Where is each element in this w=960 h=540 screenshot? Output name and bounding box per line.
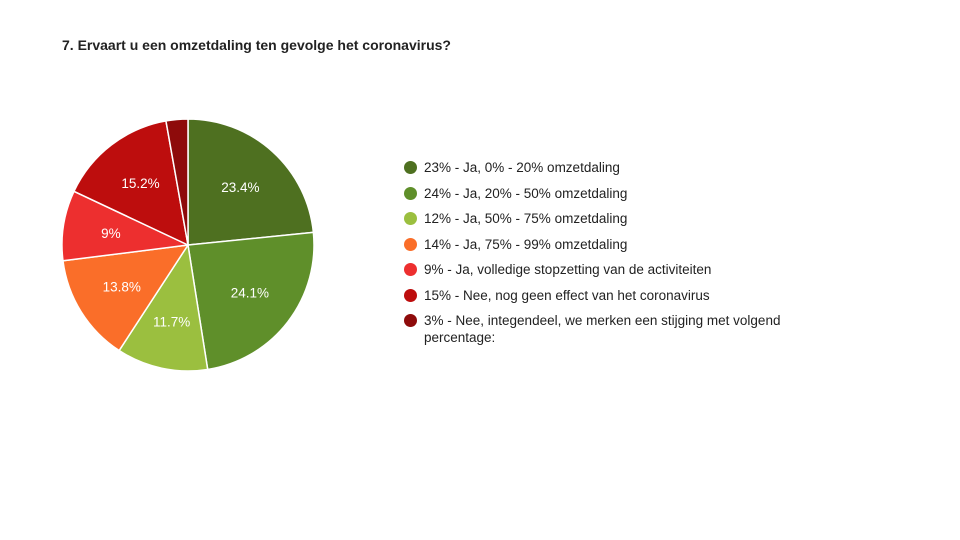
legend-item-3[interactable]: 12% - Ja, 50% - 75% omzetdaling <box>404 210 824 227</box>
pie-chart: 23.4% 24.1% 11.7% 13.8% 9% 15.2% <box>61 118 315 372</box>
pie-slice-label-2: 24.1% <box>231 286 269 301</box>
legend-item-2[interactable]: 24% - Ja, 20% - 50% omzetdaling <box>404 185 824 202</box>
pie-slice-label-1: 23.4% <box>221 180 259 195</box>
legend-label-5: 9% - Ja, volledige stopzetting van de ac… <box>424 262 712 277</box>
pie-slice-label-4: 13.8% <box>103 279 141 294</box>
legend-swatch-7 <box>404 314 417 327</box>
pie-slice-7[interactable] <box>165 118 189 246</box>
chart-legend: 23% - Ja, 0% - 20% omzetdaling 24% - Ja, … <box>404 159 824 355</box>
legend-swatch-2 <box>404 186 417 200</box>
legend-swatch-1 <box>404 161 417 174</box>
legend-label-4: 14% - Ja, 75% - 99% omzetdaling <box>424 236 628 252</box>
pie-slice-label-5: 9% <box>101 226 121 241</box>
pie-slice-label-3: 11.7% <box>153 314 190 329</box>
legend-item-7[interactable]: 3% - Nee, integendeel, we merken een sti… <box>404 312 824 346</box>
legend-swatch-4 <box>404 237 417 251</box>
pie-slice-1[interactable] <box>187 118 315 246</box>
legend-item-6[interactable]: 15% - Nee, nog geen effect van het coron… <box>404 287 824 304</box>
chart-title: 7. Ervaart u een omzetdaling ten gevolge… <box>62 37 451 53</box>
pie-slice-label-6: 15.2% <box>121 176 159 191</box>
pie-slice-3[interactable] <box>118 242 209 372</box>
legend-label-6: 15% - Nee, nog geen effect van het coron… <box>424 287 710 303</box>
pie-slice-4[interactable] <box>62 244 190 352</box>
legend-item-4[interactable]: 14% - Ja, 75% - 99% omzetdaling <box>404 236 824 253</box>
legend-label-7: 3% - Nee, integendeel, we merken een sti… <box>424 313 781 345</box>
legend-label-3: 12% - Ja, 50% - 75% omzetdaling <box>424 211 628 226</box>
legend-item-5[interactable]: 9% - Ja, volledige stopzetting van de ac… <box>404 261 824 278</box>
legend-swatch-5 <box>404 263 417 276</box>
pie-slice-2[interactable] <box>187 231 315 371</box>
pie-slice-6[interactable] <box>72 120 189 247</box>
legend-swatch-3 <box>404 212 417 225</box>
legend-label-2: 24% - Ja, 20% - 50% omzetdaling <box>424 185 628 201</box>
legend-label-1: 23% - Ja, 0% - 20% omzetdaling <box>424 160 620 175</box>
legend-item-1[interactable]: 23% - Ja, 0% - 20% omzetdaling <box>404 159 824 176</box>
legend-swatch-6 <box>404 288 417 302</box>
